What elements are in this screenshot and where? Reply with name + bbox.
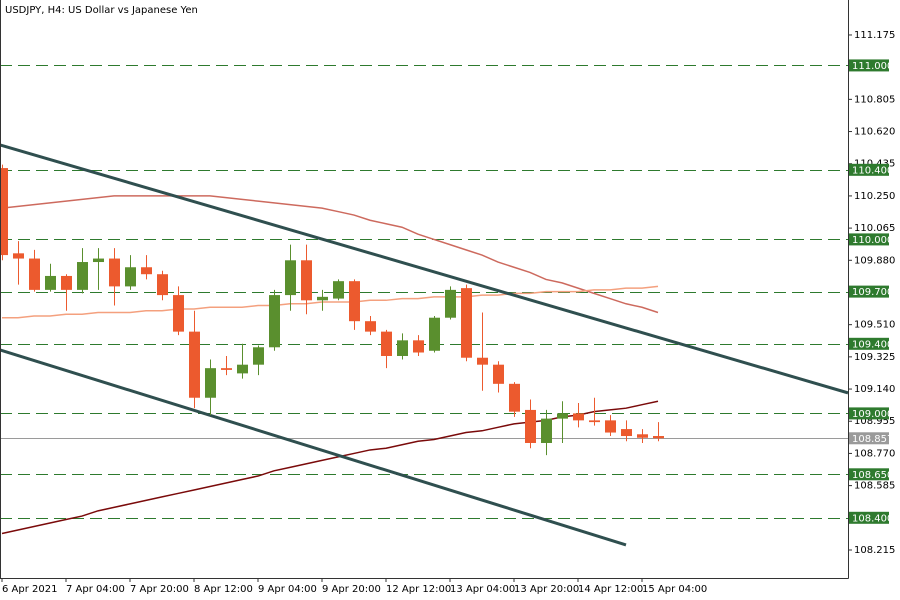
y-tick-label: 110.620 [854,127,895,138]
moving-average [2,285,659,319]
candle-body [109,258,120,287]
candle-body [173,295,184,332]
candle-body [397,340,408,356]
candle-body [253,347,264,365]
y-tick-label: 108.585 [854,481,895,492]
level-label: 109.400 [852,339,893,350]
y-tick-label: 108.955 [854,416,895,427]
y-tick-label: 110.250 [854,191,895,202]
candle-body [93,258,104,263]
candle-body [573,413,584,421]
y-tick-label: 109.140 [854,384,895,395]
x-tick-label: 7 Apr 20:00 [130,584,189,595]
level-label: 108.650 [852,470,893,481]
candle-body [205,368,216,398]
candle-body [189,331,200,398]
level-label: 108.400 [852,513,893,524]
candle-body [157,274,168,296]
candle-body [525,409,536,443]
candle-body [317,296,328,301]
candle-body [333,281,344,299]
candle-body [61,275,72,290]
level-label-box [849,233,889,246]
x-tick-label: 9 Apr 04:00 [258,584,317,595]
candle-body [221,368,232,370]
candle-body [653,436,664,439]
level-label-box [849,163,889,176]
candle-body [637,434,648,438]
last-price-box [849,432,889,445]
candle-body [349,281,360,322]
trendline [0,348,627,547]
candle-body [493,364,504,384]
candle-body [45,275,56,290]
candle-body [589,420,600,423]
x-tick-label: 12 Apr 12:00 [386,584,451,595]
candle-body [29,258,40,290]
candle-body [445,289,456,318]
level-label: 110.400 [852,165,893,176]
candle-body [429,317,440,351]
y-tick-label: 110.805 [854,94,895,105]
level-label-box [849,337,889,350]
x-tick-label: 8 Apr 12:00 [194,584,253,595]
level-label-box [849,468,889,481]
level-label-box [849,407,889,420]
y-tick-label: 108.215 [854,545,895,556]
candle-body [541,418,552,443]
x-tick-label: 9 Apr 20:00 [322,584,381,595]
candle-body [413,340,424,353]
y-tick-label: 109.880 [854,255,895,266]
candle-body [381,331,392,356]
candle-body [557,413,568,419]
y-tick-label: 108.770 [854,448,895,459]
y-tick-label: 109.510 [854,320,895,331]
candle-body [141,267,152,275]
level-label: 109.700 [852,287,893,298]
candle-body [621,429,632,437]
trendline [0,143,849,395]
level-label-box [849,511,889,524]
level-label-box [849,285,889,298]
candle-body [509,383,520,412]
x-tick-label: 6 Apr 2021 [2,584,57,595]
candle-body [365,321,376,332]
candle-body [125,267,136,287]
x-tick-label: 13 Apr 20:00 [514,584,579,595]
level-label: 111.000 [852,61,893,72]
candle-body [605,420,616,433]
moving-average [1,195,659,314]
chart-title: USDJPY, H4: US Dollar vs Japanese Yen [5,5,198,16]
x-tick-label: 13 Apr 04:00 [450,584,515,595]
x-tick-label: 14 Apr 12:00 [578,584,643,595]
y-tick-label: 111.175 [854,30,895,41]
level-label-box [849,59,889,72]
y-tick-label: 110.065 [854,223,895,234]
candle-body [269,295,280,348]
candle-body [13,253,24,259]
candle-body [461,288,472,358]
x-tick-label: 15 Apr 04:00 [642,584,707,595]
last-price-label: 108.857 [852,434,893,445]
candle-body [0,168,8,256]
x-tick-label: 7 Apr 04:00 [66,584,125,595]
candle-body [477,357,488,365]
level-label: 110.000 [852,235,893,246]
candle-body [77,262,88,290]
candle-body [237,364,248,374]
candle-body [301,260,312,301]
plot-area [0,65,849,547]
level-label: 109.000 [852,409,893,420]
candle-body [285,260,296,296]
y-tick-label: 109.325 [854,352,895,363]
